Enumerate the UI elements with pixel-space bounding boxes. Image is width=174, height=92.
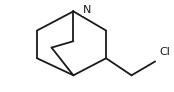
Text: N: N bbox=[83, 5, 91, 15]
Text: Cl: Cl bbox=[159, 47, 170, 57]
